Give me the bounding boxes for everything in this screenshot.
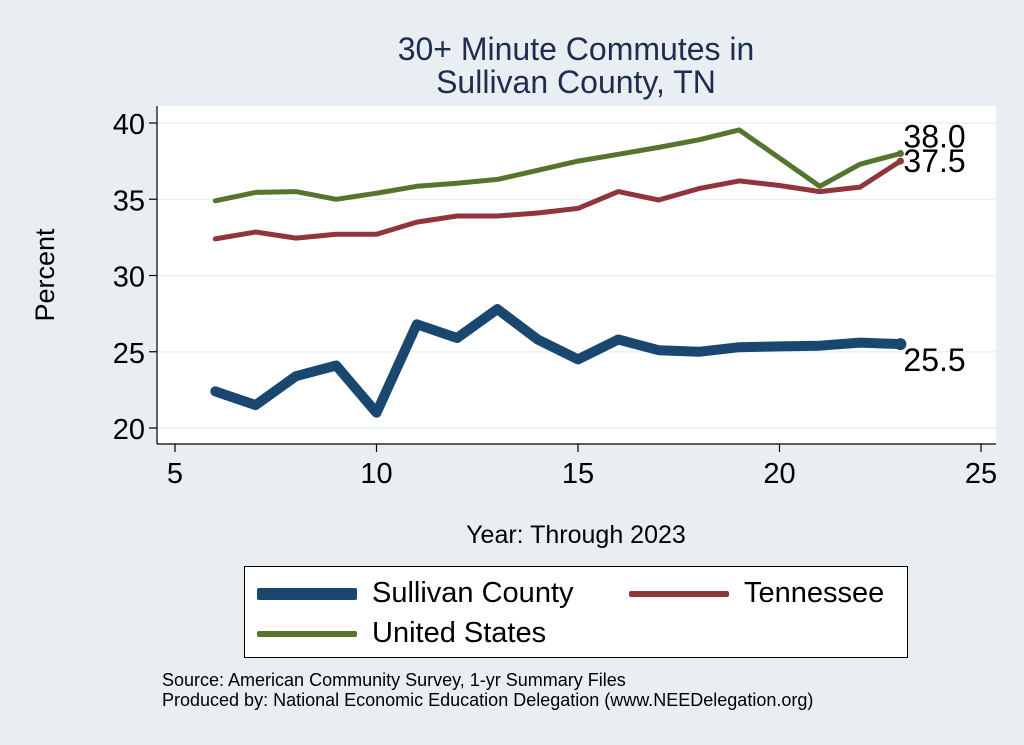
x-tick-label: 15 [562,458,594,490]
series-end-point [894,338,907,351]
series-end-label: 37.5 [903,143,965,179]
legend-item-tennessee: Tennessee [629,577,884,610]
y-tick-label: 25 [113,338,145,370]
legend: Sullivan County Tennessee United States [244,566,908,658]
x-axis-title: Year: Through 2023 [466,521,686,549]
chart-title-line: Sullivan County, TN [436,64,716,100]
y-tick-label: 40 [113,109,145,141]
x-tick-label: 10 [360,458,392,490]
series-line [210,304,906,418]
legend-item-united-states: United States [257,617,546,650]
x-tick-label: 5 [167,458,183,490]
legend-swatch-sullivan [257,587,357,600]
x-tick-label: 20 [763,458,795,490]
chart-title-line: 30+ Minute Commutes in [398,31,755,67]
series-end-point [896,157,904,165]
series-end-label: 25.5 [903,342,965,378]
series-end-label: 38.0 [903,119,965,155]
legend-item-sullivan: Sullivan County [257,577,574,610]
series-end-point [896,150,904,157]
legend-swatch-united-states [257,630,357,637]
y-tick-label: 35 [113,185,145,217]
y-axis-title: Percent [30,228,60,322]
source-line: Source: American Community Survey, 1-yr … [162,670,626,690]
series-line [212,127,903,204]
y-tick-label: 30 [113,262,145,294]
legend-label-tennessee: Tennessee [744,577,885,609]
legend-label-sullivan: Sullivan County [372,577,574,609]
y-tick-label: 20 [113,414,145,446]
x-tick-label: 25 [965,458,997,490]
legend-label-united-states: United States [372,617,547,649]
series-line [212,158,903,242]
source-note: Source: American Community Survey, 1-yr … [162,670,813,710]
produced-by-line: Produced by: National Economic Education… [162,690,814,710]
legend-swatch-tennessee [629,590,729,597]
